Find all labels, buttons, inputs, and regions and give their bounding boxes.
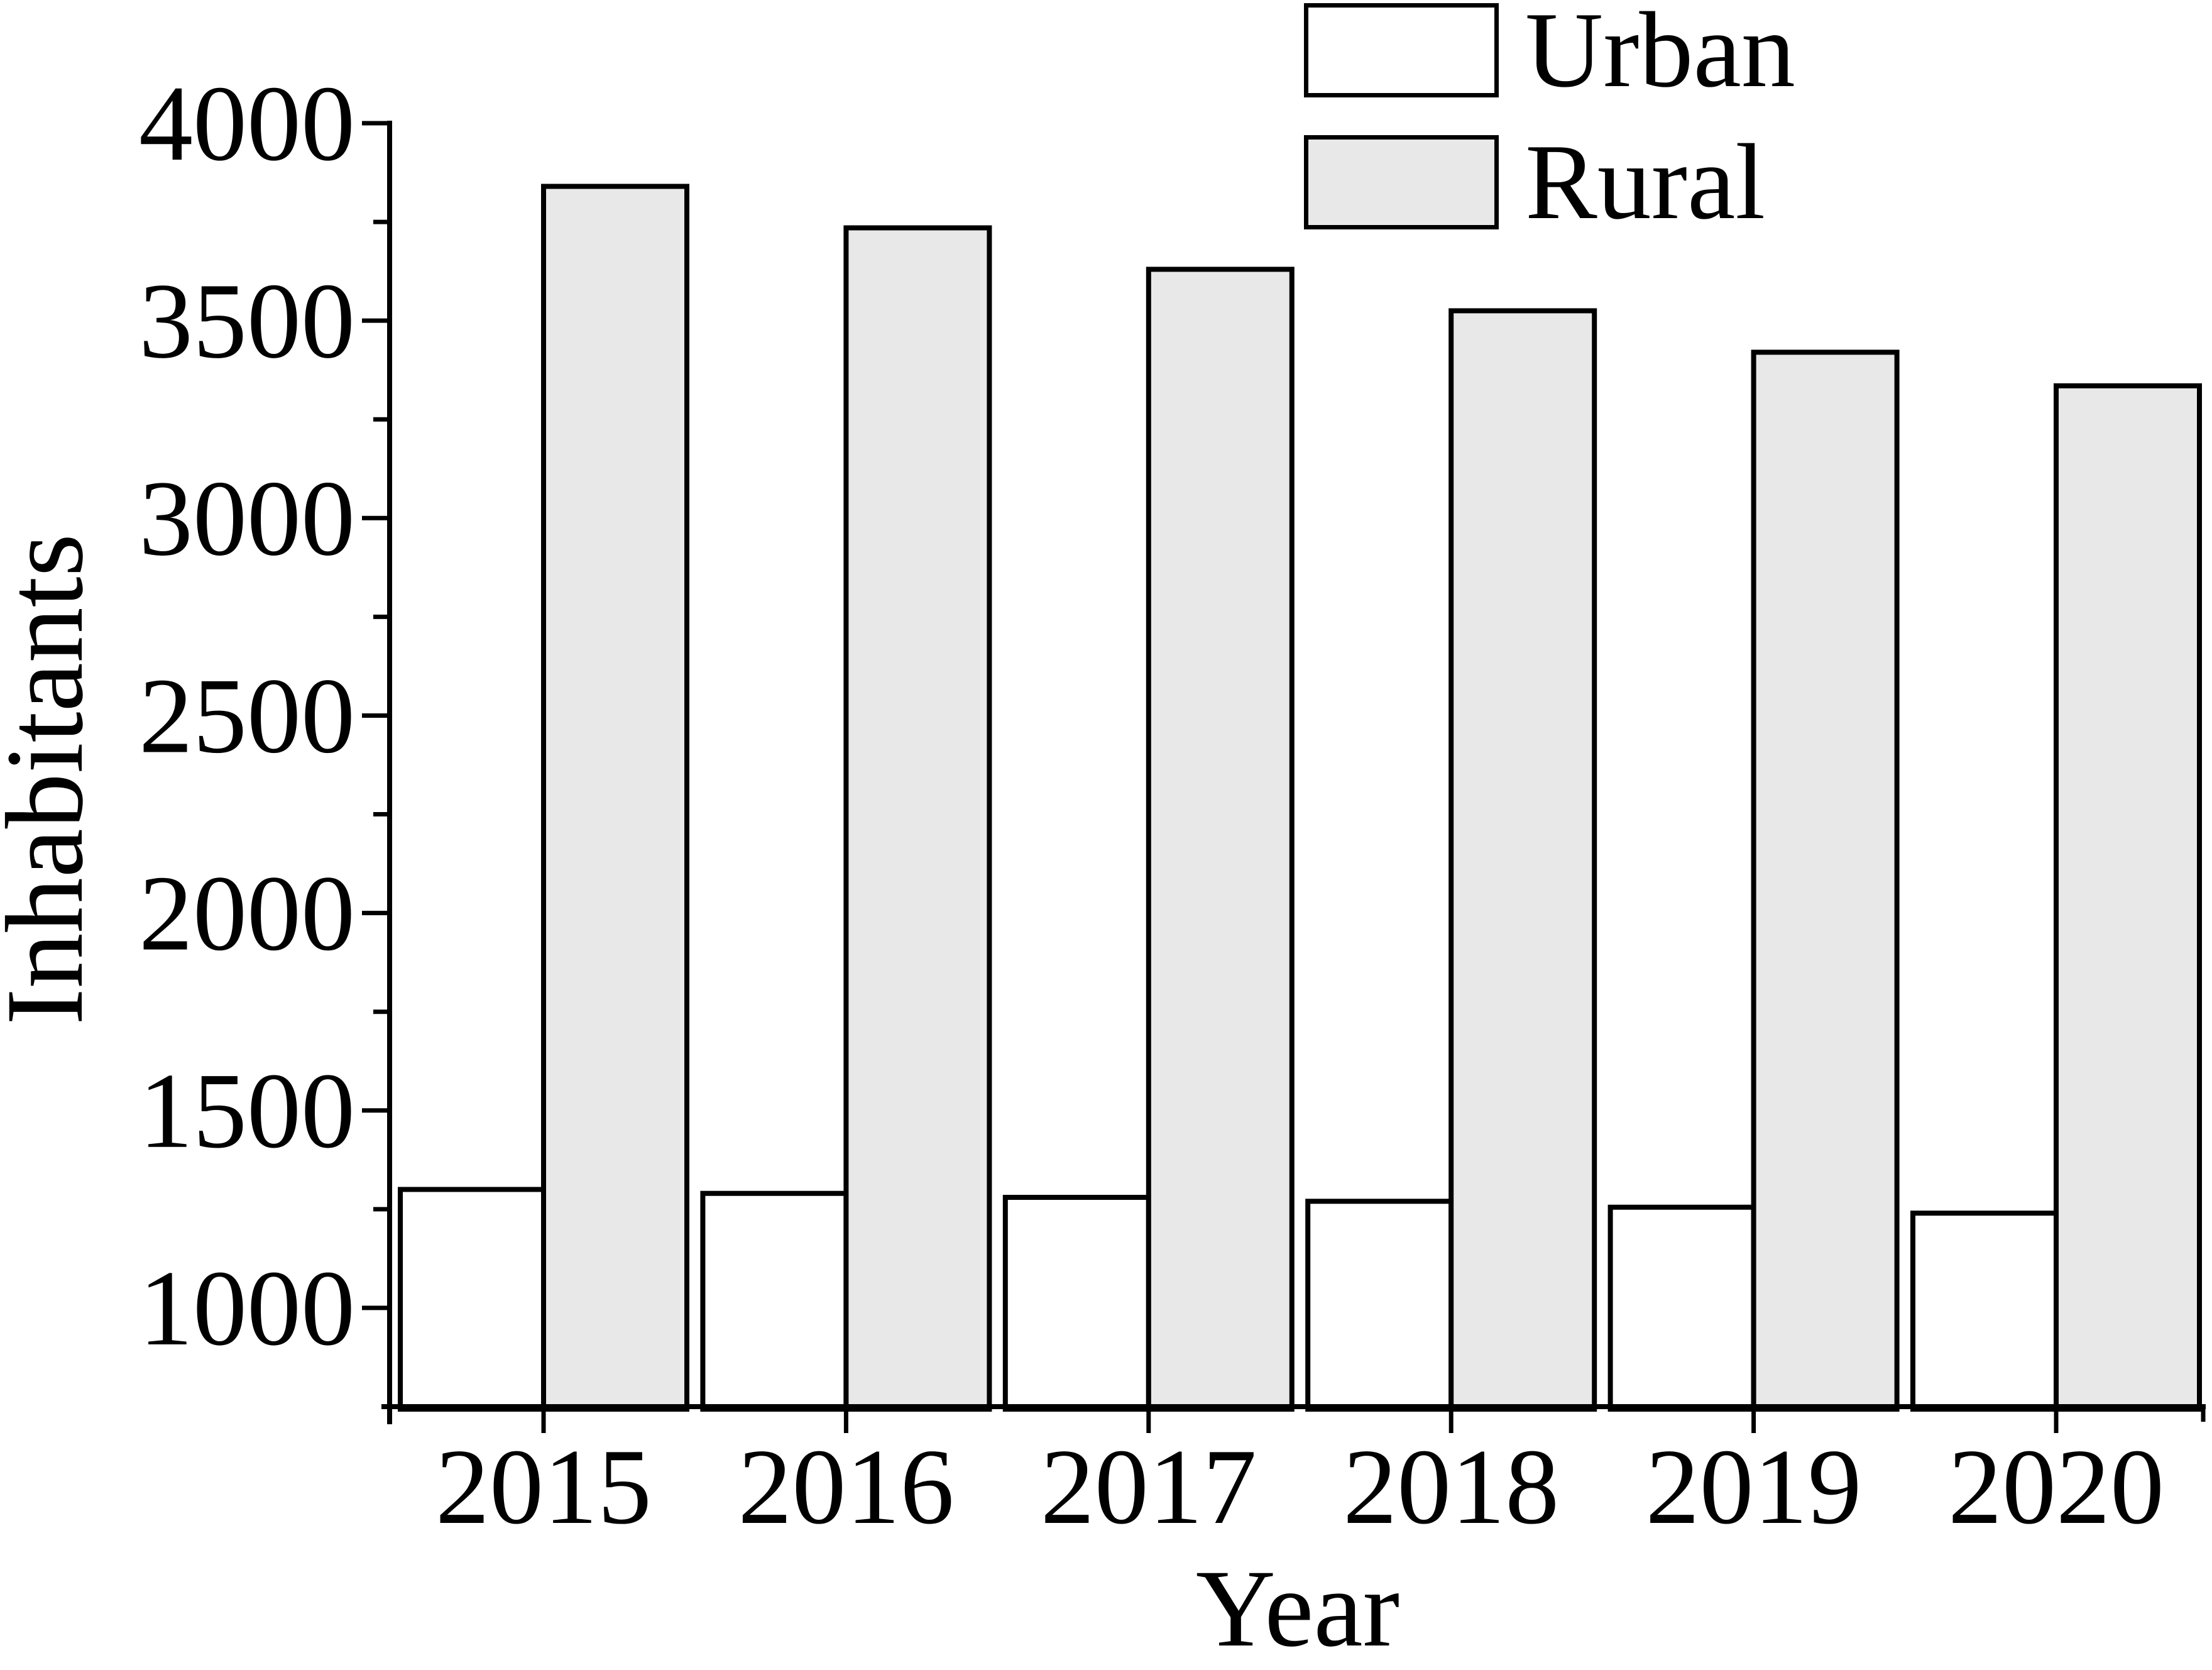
legend: Urban Rural	[1304, 0, 1795, 267]
x-tick-label-2016: 2016	[738, 1427, 954, 1547]
bar-urban-2020	[1910, 1211, 2059, 1412]
x-tick-label-2019: 2019	[1646, 1427, 1862, 1547]
bar-urban-2016	[700, 1190, 849, 1412]
legend-label-rural: Rural	[1525, 123, 1766, 242]
x-tick-label-2020: 2020	[1948, 1427, 2164, 1547]
y-axis-title: Inhabitants	[0, 533, 106, 1026]
legend-entry-rural: Rural	[1304, 128, 1795, 236]
legend-swatch-urban	[1304, 3, 1499, 97]
bar-urban-2015	[398, 1187, 546, 1412]
y-tick-label-1500: 1500	[139, 1052, 355, 1171]
x-tick-label-2015: 2015	[435, 1427, 652, 1547]
bar-rural-2017	[1146, 266, 1295, 1412]
legend-swatch-rural	[1304, 135, 1499, 229]
y-tick-label-3500: 3500	[139, 261, 355, 381]
bar-rural-2016	[843, 225, 992, 1412]
y-tick-label-1000: 1000	[139, 1249, 355, 1368]
y-tick-label-2000: 2000	[139, 854, 355, 974]
y-tick-label-4000: 4000	[139, 64, 355, 184]
x-tick-label-2018: 2018	[1343, 1427, 1559, 1547]
legend-label-urban: Urban	[1525, 0, 1795, 110]
bar-rural-2018	[1448, 308, 1597, 1412]
y-tick-label-3000: 3000	[139, 459, 355, 578]
x-axis-title: Year	[1195, 1547, 1400, 1670]
legend-entry-urban: Urban	[1304, 0, 1795, 104]
bar-rural-2019	[1751, 349, 1900, 1412]
bar-urban-2018	[1305, 1199, 1454, 1412]
bar-rural-2015	[541, 184, 689, 1412]
bar-rural-2020	[2054, 383, 2202, 1412]
x-tick-label-2017: 2017	[1041, 1427, 1257, 1547]
y-tick-label-2500: 2500	[139, 656, 355, 776]
bar-urban-2019	[1607, 1204, 1756, 1412]
bar-urban-2017	[1002, 1194, 1151, 1412]
